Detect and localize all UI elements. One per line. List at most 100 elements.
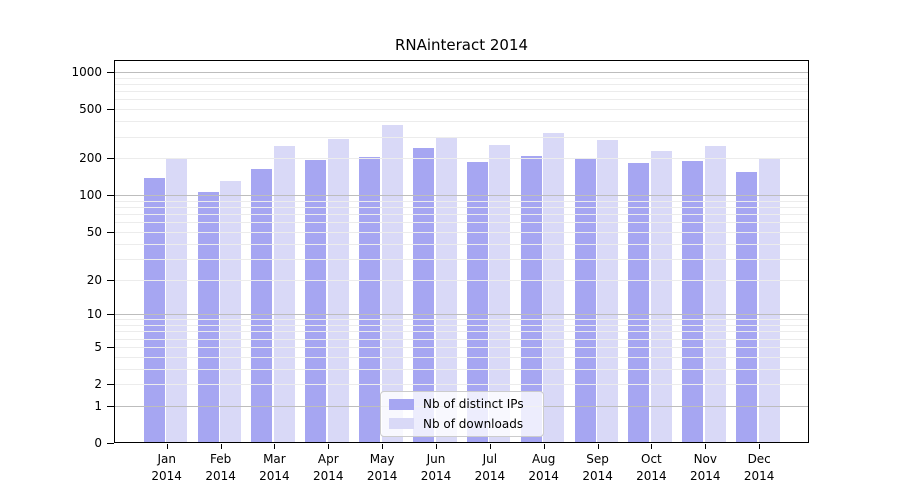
gridline-minor — [115, 77, 808, 79]
y-tick-mark — [107, 405, 114, 407]
gridline-minor — [115, 231, 808, 233]
gridline-minor — [115, 222, 808, 224]
bar-nb-of-distinct-ips-oct — [628, 162, 650, 443]
y-tick-mark — [107, 384, 114, 385]
gridline-minor — [115, 109, 808, 111]
y-tick-label: 1000 — [71, 65, 102, 79]
bar-nb-of-downloads-mar — [273, 146, 295, 443]
y-tick-mark — [107, 443, 114, 444]
legend-label-downloads: Nb of downloads — [423, 416, 524, 431]
gridline-minor — [115, 200, 808, 202]
bar-nb-of-downloads-sep — [597, 140, 619, 443]
y-tick-label: 2 — [94, 377, 102, 391]
gridline-major — [115, 195, 808, 197]
x-tick-label: Oct 2014 — [636, 452, 667, 483]
bar-nb-of-distinct-ips-nov — [682, 160, 704, 443]
bar-nb-of-downloads-apr — [327, 139, 349, 443]
bar-nb-of-downloads-jun — [435, 136, 457, 443]
x-tick-mark — [489, 444, 491, 449]
gridline-minor — [115, 384, 808, 385]
x-tick-mark — [759, 444, 761, 449]
y-tick-label: 1 — [94, 398, 102, 413]
gridline-minor — [115, 258, 808, 260]
gridline-minor — [115, 338, 808, 340]
y-tick-label: 5 — [94, 339, 102, 354]
gridline-minor — [115, 99, 808, 101]
y-tick-mark — [107, 109, 114, 111]
x-tick-mark — [597, 444, 599, 449]
bar-nb-of-distinct-ips-feb — [197, 191, 219, 443]
gridline-minor — [115, 279, 808, 281]
bar-nb-of-downloads-jul — [489, 145, 511, 443]
x-tick-label: Aug 2014 — [528, 452, 559, 483]
x-tick-label: Jul 2014 — [474, 452, 506, 483]
gridline-minor — [115, 214, 808, 216]
gridline-minor — [115, 346, 808, 348]
x-tick-mark — [543, 444, 545, 449]
legend-item-distinct-ips: Nb of distinct IPs — [389, 396, 535, 413]
gridline-minor — [115, 158, 808, 160]
y-tick-mark — [107, 195, 114, 197]
bar-nb-of-downloads-oct — [650, 151, 672, 443]
bar-nb-of-distinct-ips-apr — [305, 159, 327, 443]
legend-swatch-distinct-ips — [389, 398, 414, 410]
legend-label-distinct-ips: Nb of distinct IPs — [423, 397, 524, 412]
legend-item-downloads: Nb of downloads — [389, 416, 535, 433]
gridline-minor — [115, 243, 808, 245]
bar-nb-of-downloads-nov — [704, 145, 726, 443]
x-tick-mark — [274, 444, 276, 449]
x-tick-label: Sep 2014 — [582, 452, 613, 483]
bar-nb-of-downloads-aug — [543, 133, 565, 443]
gridline-major — [115, 314, 808, 316]
y-tick-label: 500 — [79, 102, 102, 117]
bar-nb-of-distinct-ips-may — [359, 157, 381, 443]
bar-nb-of-downloads-dec — [758, 157, 780, 443]
gridline-minor — [115, 207, 808, 208]
x-tick-label: Apr 2014 — [313, 452, 344, 483]
y-tick-label: 200 — [79, 151, 102, 166]
bar-nb-of-distinct-ips-sep — [574, 157, 596, 443]
gridline-minor — [115, 368, 808, 370]
y-tick-label: 50 — [86, 224, 102, 239]
x-tick-label: May 2014 — [366, 452, 398, 483]
bar-nb-of-distinct-ips-mar — [251, 168, 273, 443]
gridline-minor — [115, 121, 808, 123]
x-tick-mark — [705, 444, 707, 449]
y-tick-mark — [107, 158, 114, 160]
x-tick-mark — [220, 444, 222, 449]
gridline-minor — [115, 325, 808, 326]
x-tick-mark — [651, 444, 653, 449]
gridline-minor — [115, 91, 808, 93]
y-tick-label: 0 — [94, 436, 102, 450]
x-tick-mark — [328, 444, 330, 449]
y-tick-label: 10 — [86, 307, 102, 322]
y-tick-label: 100 — [79, 188, 102, 203]
x-tick-label: Nov 2014 — [690, 452, 721, 483]
legend-swatch-downloads — [389, 418, 414, 430]
gridline-minor — [115, 136, 808, 138]
y-tick-label: 20 — [86, 272, 102, 287]
y-tick-mark — [107, 279, 114, 281]
legend: Nb of distinct IPs Nb of downloads — [380, 391, 544, 437]
gridline-minor — [115, 331, 808, 333]
y-tick-mark — [107, 346, 114, 348]
x-tick-label: Jun 2014 — [420, 452, 452, 483]
bar-nb-of-distinct-ips-aug — [520, 155, 542, 443]
gridline-minor — [115, 84, 808, 85]
x-tick-label: Dec 2014 — [743, 452, 775, 483]
bar-nb-of-downloads-may — [381, 124, 403, 443]
x-tick-mark — [166, 444, 168, 449]
y-tick-mark — [107, 72, 114, 73]
gridline-minor — [115, 356, 808, 358]
x-tick-label: Jan 2014 — [151, 452, 182, 483]
x-tick-mark — [382, 444, 384, 449]
bar-nb-of-downloads-jan — [166, 159, 188, 443]
x-tick-label: Mar 2014 — [259, 452, 290, 483]
bar-nb-of-downloads-feb — [220, 181, 242, 443]
gridline-minor — [115, 319, 808, 321]
gridline-major — [115, 72, 808, 73]
x-tick-mark — [436, 444, 437, 449]
y-tick-mark — [107, 231, 114, 233]
chart-title: RNAinteract 2014 — [394, 36, 529, 54]
